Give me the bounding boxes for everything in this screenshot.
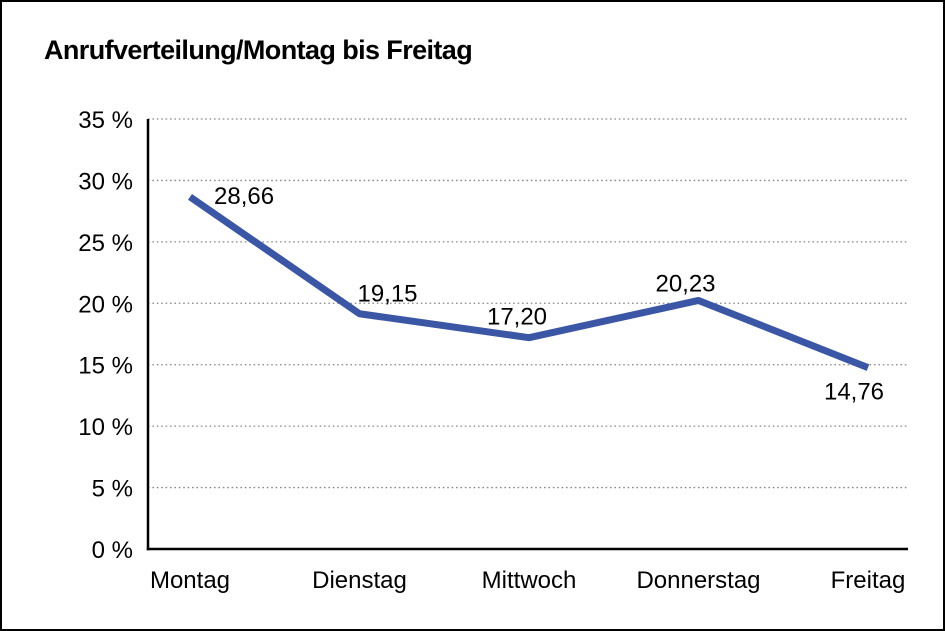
y-tick-label: 10 % (78, 414, 133, 441)
chart-title: Anrufverteilung/Montag bis Freitag (44, 35, 473, 65)
x-category-label: Dienstag (312, 567, 407, 594)
y-tick-label: 15 % (78, 353, 133, 380)
data-label: 19,15 (357, 281, 417, 308)
y-tick-label: 20 % (78, 291, 133, 318)
x-category-label: Freitag (831, 567, 906, 594)
data-line-anrufverteilung (188, 194, 870, 371)
y-tick-label: 35 % (78, 107, 133, 134)
data-label: 17,20 (487, 304, 547, 331)
x-category-label: Montag (150, 567, 230, 594)
y-tick-label: 0 % (92, 537, 133, 564)
y-tick-label: 30 % (78, 168, 133, 195)
data-label: 20,23 (655, 270, 715, 297)
x-category-label: Mittwoch (482, 567, 577, 594)
y-tick-label: 5 % (92, 476, 133, 503)
data-label: 28,66 (214, 183, 274, 210)
x-category-label: Donnerstag (636, 567, 760, 594)
y-tick-label: 25 % (78, 230, 133, 257)
data-label: 14,76 (824, 379, 884, 406)
